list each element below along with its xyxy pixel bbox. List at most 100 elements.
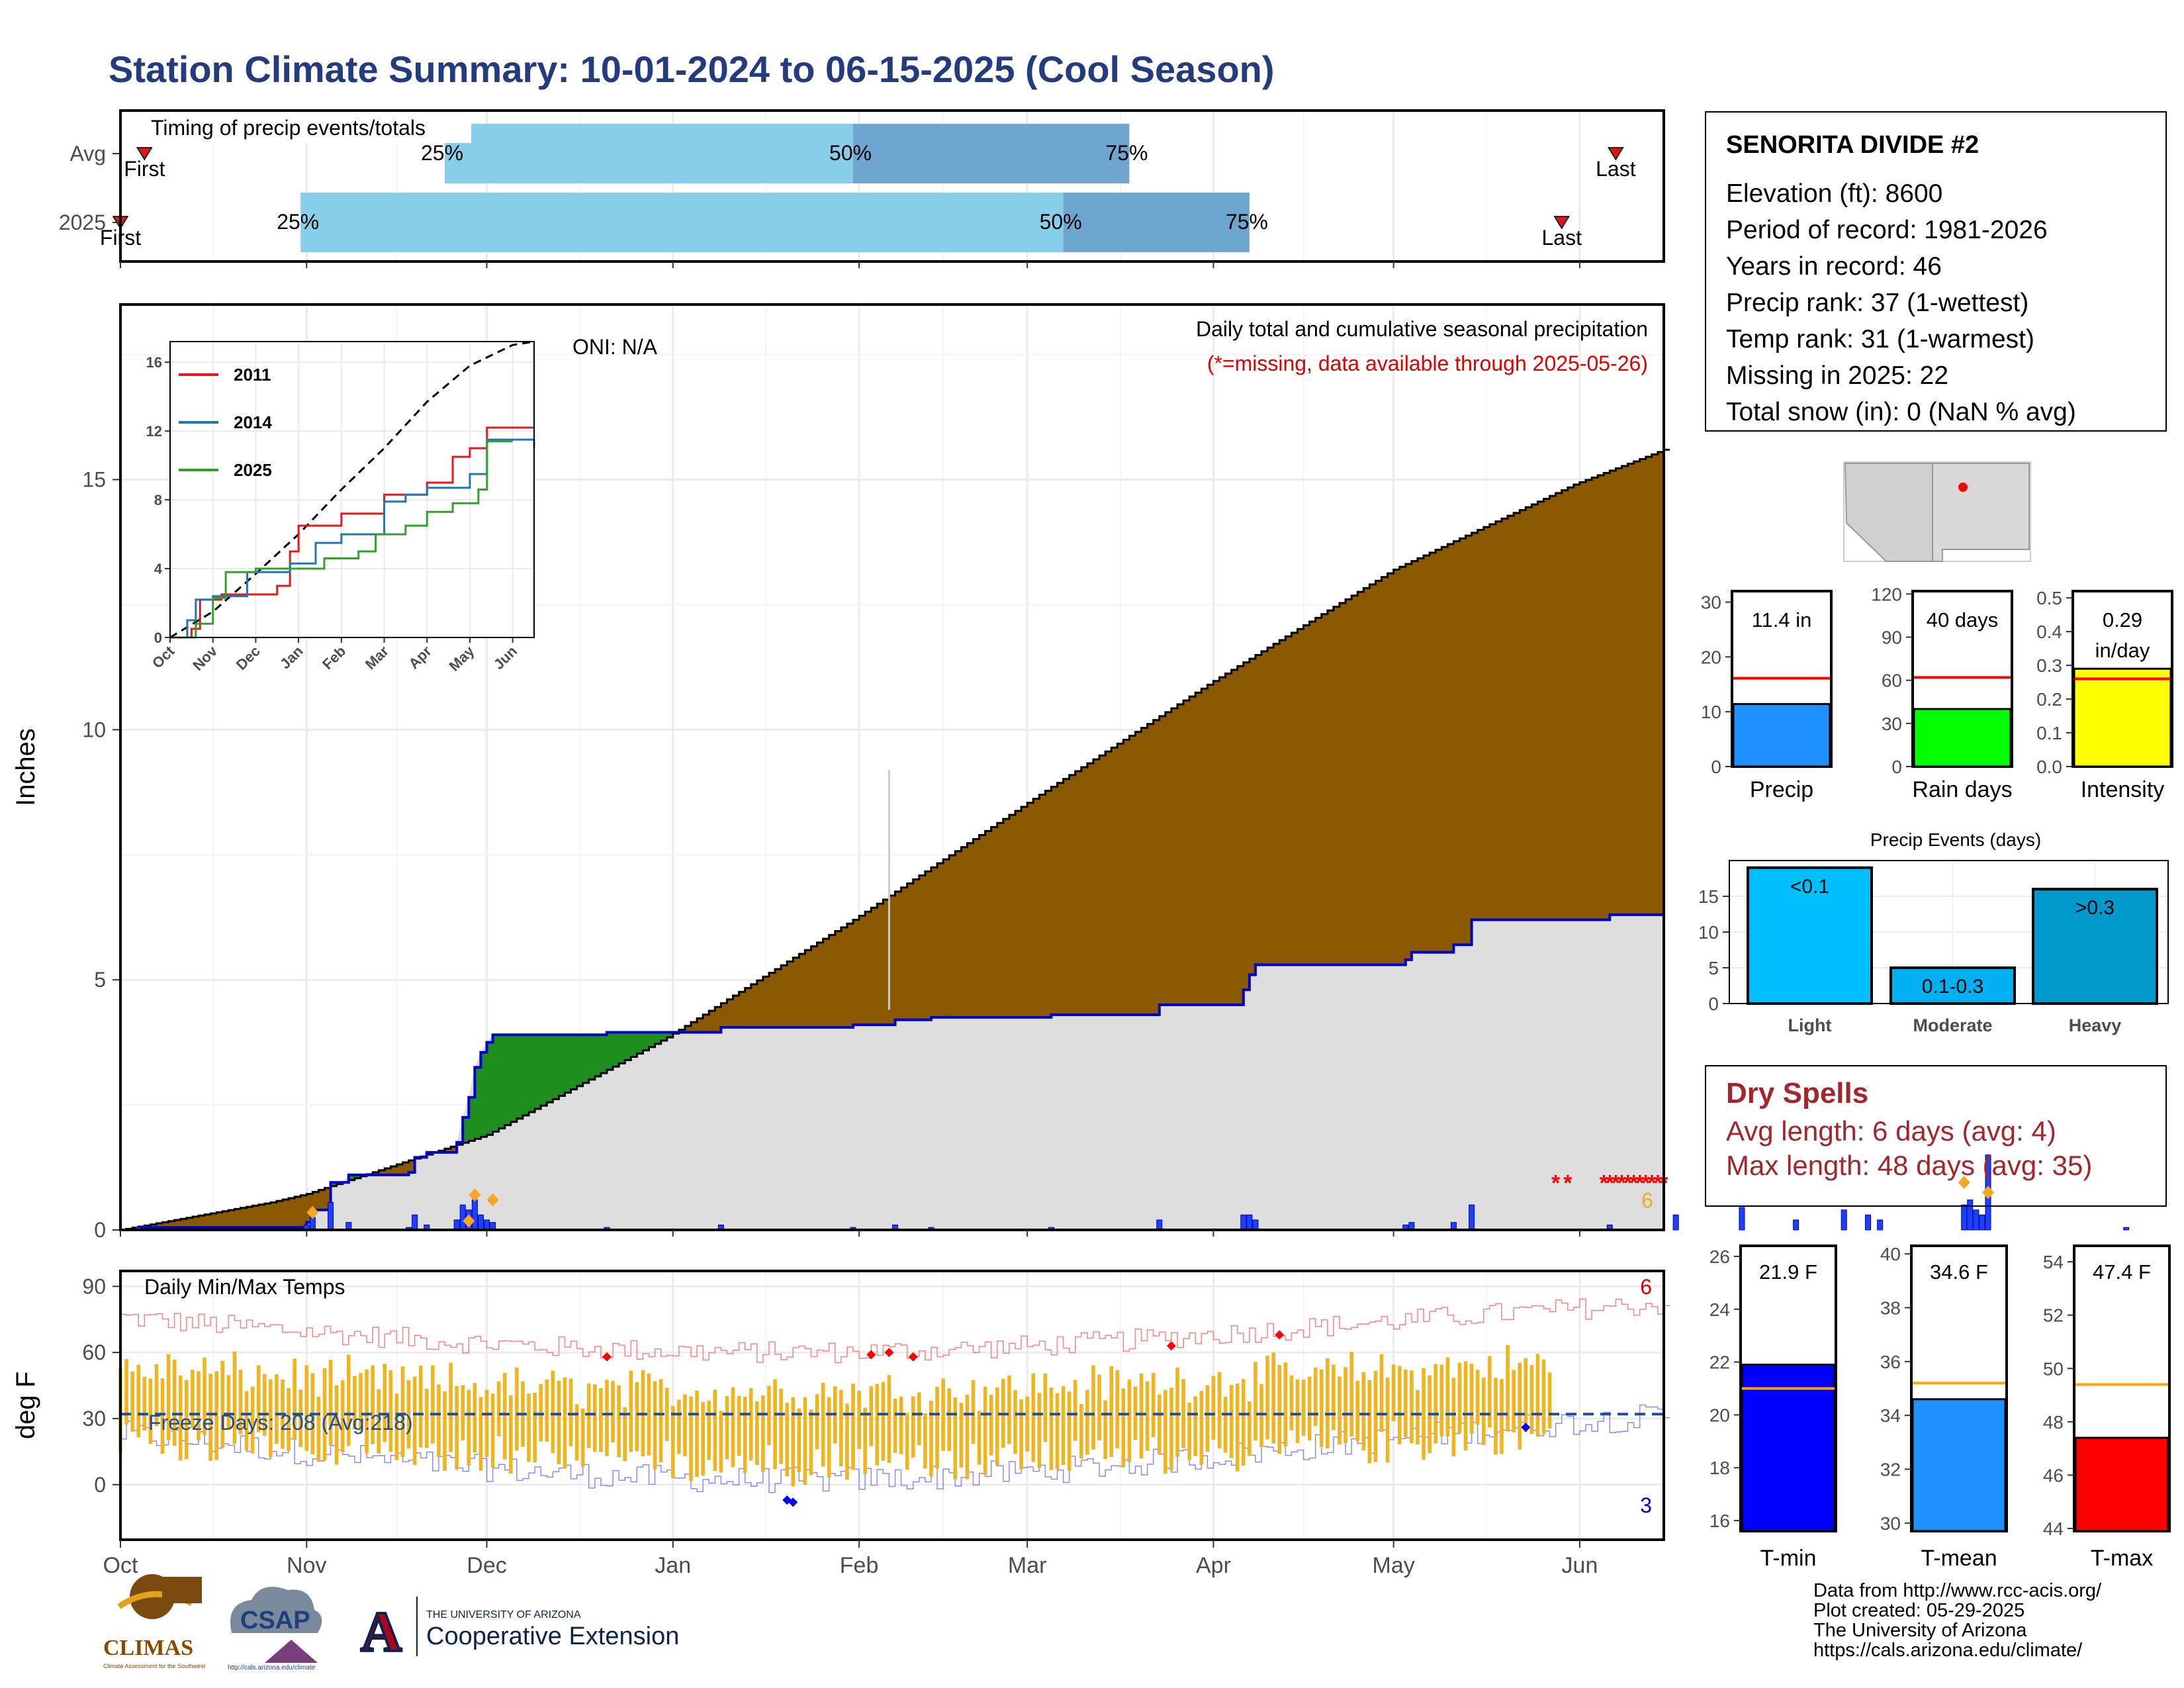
xaxis-label-Feb: Feb bbox=[840, 1553, 879, 1578]
temp-summary-ytick-label-T-min-1: 18 bbox=[1709, 1458, 1730, 1478]
precip-daily-bar-35 bbox=[1877, 1219, 1884, 1231]
temp-daily-range-bar-97 bbox=[701, 1402, 705, 1476]
temp-daily-range-bar-104 bbox=[743, 1396, 747, 1474]
temp-daily-range-bar-46 bbox=[394, 1393, 399, 1460]
temp-daily-range-bar-219 bbox=[1433, 1364, 1437, 1444]
timing-pct-50-Avg: 50% bbox=[829, 141, 872, 165]
temp-daily-range-bar-9 bbox=[172, 1359, 177, 1446]
precip-ylabel: Inches bbox=[11, 728, 40, 806]
temp-daily-range-bar-49 bbox=[412, 1376, 417, 1465]
temp-daily-range-bar-94 bbox=[683, 1394, 687, 1456]
temp-daily-range-bar-227 bbox=[1481, 1378, 1486, 1446]
temp-daily-range-bar-108 bbox=[767, 1385, 771, 1446]
temp-daily-range-bar-42 bbox=[371, 1365, 375, 1444]
temp-daily-range-bar-95 bbox=[689, 1396, 693, 1481]
timing-last-marker-2025 bbox=[1553, 216, 1570, 230]
station-precip-rank: Precip rank: 37 (1-wettest) bbox=[1726, 289, 2029, 317]
summary-bar-Intensity bbox=[2073, 667, 2172, 768]
temp-daily-range-bar-111 bbox=[785, 1403, 790, 1477]
temp-daily-range-bar-29 bbox=[293, 1358, 296, 1440]
precip-missing-marker-8: * bbox=[1635, 1170, 1645, 1196]
temp-daily-range-bar-110 bbox=[779, 1388, 783, 1464]
temp-daily-range-bar-22 bbox=[250, 1386, 255, 1454]
precip-daily-bar-13 bbox=[484, 1219, 490, 1231]
temp-daily-range-bar-197 bbox=[1301, 1380, 1306, 1436]
temp-daily-range-bar-16 bbox=[214, 1371, 218, 1460]
temp-daily-range-bar-161 bbox=[1085, 1389, 1089, 1455]
temp-daily-range-bar-238 bbox=[1547, 1372, 1552, 1429]
temp-daily-range-bar-107 bbox=[761, 1395, 765, 1472]
temp-daily-range-bar-61 bbox=[484, 1389, 489, 1458]
temp-summary-ytick-label-T-max-4: 52 bbox=[2043, 1305, 2064, 1326]
temp-daily-range-bar-195 bbox=[1289, 1375, 1294, 1430]
precip-note-missing: (*=missing, data available through 2025-… bbox=[1207, 352, 1648, 375]
temp-daily-range-bar-68 bbox=[527, 1393, 531, 1462]
summary-ytick-label-Rain days-0: 0 bbox=[1891, 757, 1902, 777]
station-missing: Missing in 2025: 22 bbox=[1726, 361, 1949, 390]
temp-daily-range-bar-131 bbox=[905, 1413, 909, 1470]
temp-daily-range-bar-40 bbox=[359, 1373, 363, 1431]
timing-title-bg bbox=[140, 113, 471, 143]
temp-record-low-marker-1 bbox=[788, 1497, 798, 1507]
climas-wordmark: CLIMAS bbox=[103, 1636, 193, 1660]
temp-daily-range-bar-132 bbox=[911, 1396, 915, 1458]
temp-daily-range-bar-14 bbox=[203, 1358, 206, 1435]
temp-summary-ytick-label-T-mean-2: 34 bbox=[1880, 1405, 1901, 1426]
temp-summary-label-T-mean: T-mean bbox=[1921, 1546, 1997, 1571]
temp-daily-range-bar-180 bbox=[1199, 1391, 1204, 1465]
temp-panel-border bbox=[119, 1270, 1665, 1541]
timing-bar-50-75-Avg bbox=[853, 124, 1130, 183]
temp-daily-range-bar-73 bbox=[557, 1380, 561, 1465]
temp-record-high-marker-1 bbox=[866, 1350, 876, 1360]
temp-daily-range-bar-90 bbox=[659, 1379, 663, 1462]
precip-above-average-area bbox=[330, 1032, 679, 1186]
temp-daily-range-bar-10 bbox=[178, 1375, 183, 1461]
temp-summary-ytick-label-T-min-5: 26 bbox=[1709, 1246, 1730, 1267]
temp-record-high-marker-2 bbox=[884, 1348, 894, 1358]
summary-value-Precip: 11.4 in bbox=[1752, 608, 1812, 632]
temp-daily-range-bar-153 bbox=[1037, 1393, 1042, 1468]
temp-daily-range-bar-37 bbox=[340, 1380, 345, 1452]
temp-summary-ytick-label-T-min-0: 16 bbox=[1709, 1511, 1730, 1531]
locator-map bbox=[1843, 461, 2031, 562]
temp-daily-range-bar-149 bbox=[1013, 1390, 1017, 1454]
temp-daily-range-bar-145 bbox=[989, 1394, 993, 1456]
temp-daily-range-bar-55 bbox=[449, 1362, 453, 1452]
temp-daily-range-bar-66 bbox=[515, 1367, 519, 1451]
temp-daily-range-bar-77 bbox=[580, 1408, 585, 1467]
temp-daily-range-bar-98 bbox=[707, 1400, 711, 1460]
precip-missing-marker-5: * bbox=[1617, 1170, 1627, 1196]
temp-daily-range-bar-224 bbox=[1463, 1361, 1468, 1451]
temp-ylabel: deg F bbox=[11, 1372, 40, 1439]
credit-line-created: Plot created: 05-29-2025 bbox=[1813, 1600, 2025, 1621]
xaxis-label-Oct: Oct bbox=[103, 1553, 138, 1578]
temp-summary-ytick-label-T-mean-3: 36 bbox=[1880, 1352, 1901, 1372]
temp-daily-range-bar-229 bbox=[1494, 1378, 1498, 1455]
precip-missing-marker-0: * bbox=[1551, 1170, 1561, 1196]
precip-daily-bar-24 bbox=[1252, 1219, 1259, 1231]
temp-daily-range-bar-156 bbox=[1055, 1393, 1060, 1470]
temp-daily-range-bar-237 bbox=[1541, 1359, 1546, 1434]
timing-pct-50-2025: 50% bbox=[1040, 210, 1082, 234]
temp-summary-ytick-label-T-mean-0: 30 bbox=[1880, 1513, 1901, 1534]
summary-ytick-label-Precip-3: 30 bbox=[1701, 592, 1721, 613]
temp-daily-range-bar-64 bbox=[502, 1373, 507, 1460]
summary-label-Rain days: Rain days bbox=[1912, 777, 2012, 802]
events-title: Precip Events (days) bbox=[1870, 829, 2041, 850]
temp-daily-range-bar-185 bbox=[1229, 1385, 1234, 1458]
temp-daily-range-bar-39 bbox=[353, 1376, 357, 1430]
temp-daily-range-bar-52 bbox=[431, 1365, 435, 1444]
inset-series-line-2025 bbox=[170, 440, 513, 639]
csap-logo: CSAP http://cals.arizona.edu/climate bbox=[228, 1587, 322, 1671]
temp-daily-range-bar-33 bbox=[316, 1396, 321, 1462]
temp-record-high-marker-3 bbox=[908, 1352, 918, 1362]
temp-daily-range-bar-60 bbox=[478, 1397, 483, 1471]
temp-daily-range-bar-209 bbox=[1373, 1370, 1378, 1462]
temp-daily-range-bar-169 bbox=[1133, 1386, 1138, 1440]
precip-observed-base-fill bbox=[120, 914, 1664, 1230]
temp-ytick-label-60: 60 bbox=[82, 1340, 106, 1364]
precip-daily-bar-41 bbox=[2123, 1227, 2130, 1231]
summary-value-Rain days: 40 days bbox=[1927, 608, 1999, 632]
timing-last-label-2025: Last bbox=[1542, 226, 1582, 250]
events-bar-label-Light: <0.1 bbox=[1790, 876, 1829, 898]
